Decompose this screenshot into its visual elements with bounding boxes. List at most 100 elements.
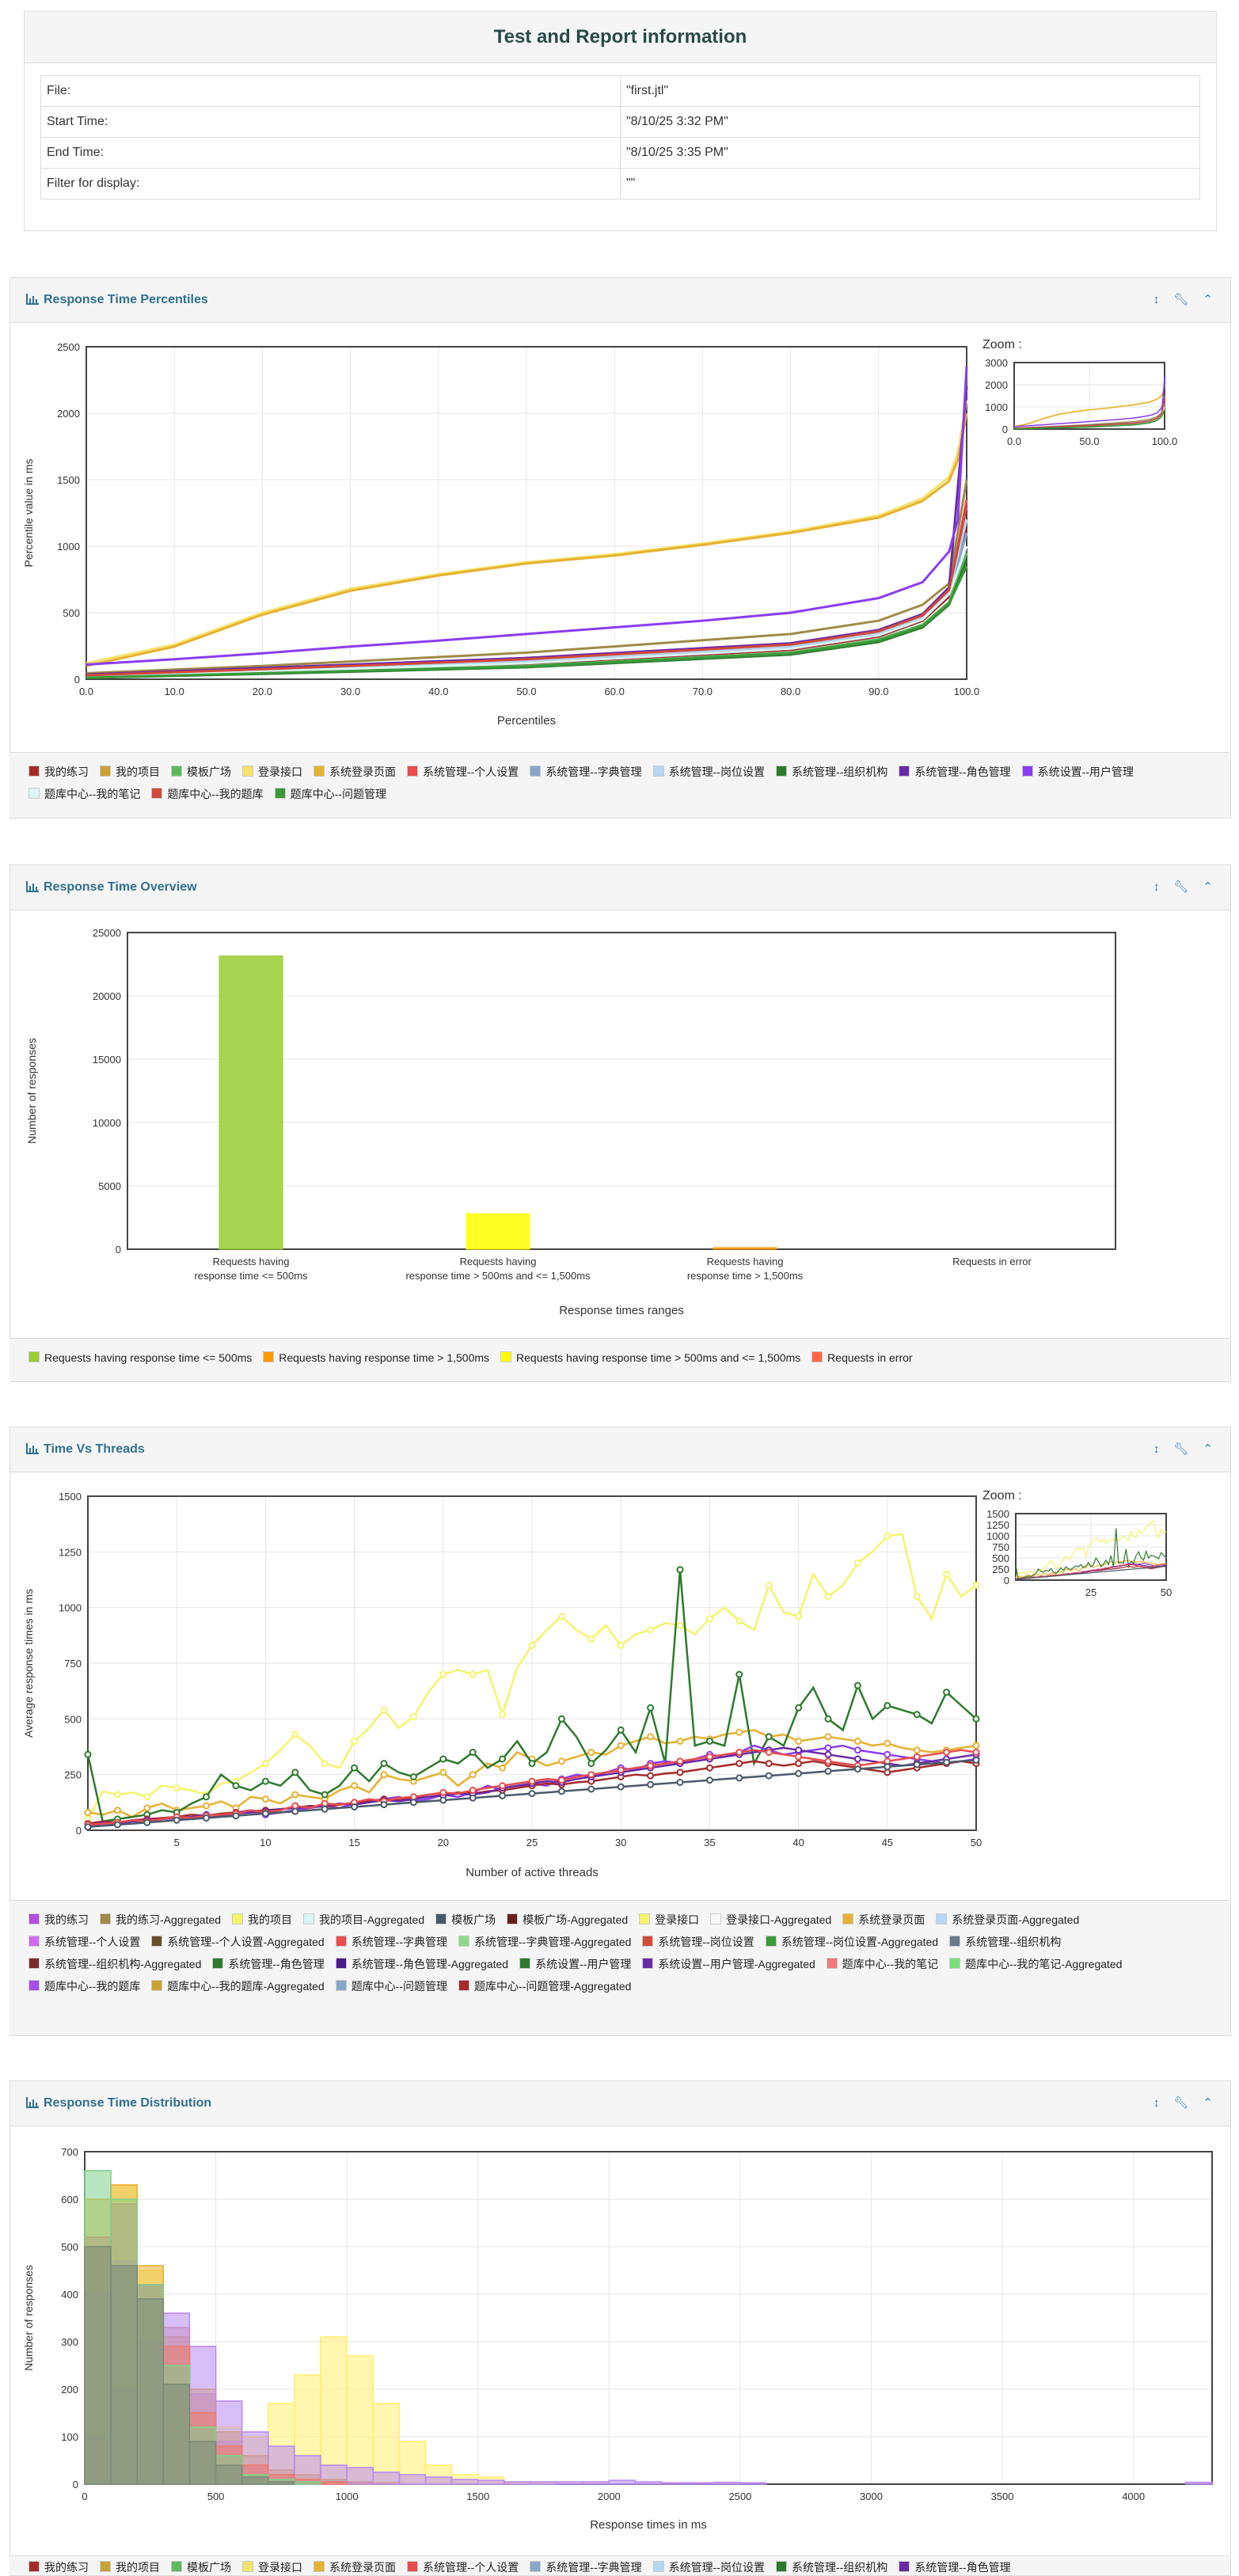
legend-item[interactable]: 系统管理--岗位设置-Aggregated [765,1934,938,1950]
legend-item[interactable]: Requests having response time > 1,500ms [263,1351,489,1364]
resize-icon[interactable]: ↕ [1153,293,1160,306]
legend-item[interactable]: 系统登录页面-Aggregated [936,1912,1079,1928]
y-tick-label: 250 [992,1563,1009,1575]
legend-item[interactable]: 系统设置--用户管理-Aggregated [642,1956,815,1972]
legend-item[interactable]: 系统管理--字典管理 [530,2559,642,2575]
legend-item[interactable]: 系统管理--角色管理 [899,764,1011,780]
legend-item[interactable]: 系统管理--岗位设置 [652,2559,765,2575]
legend-item[interactable]: 系统管理--个人设置 [406,2559,519,2575]
legend-item[interactable]: 模板广场 [435,1912,496,1928]
legend-item[interactable]: 我的练习 [29,2559,89,2575]
legend-item[interactable]: 题库中心--我的题库 [29,1978,140,1994]
legend-item[interactable]: Requests in error [811,1351,913,1364]
data-point [913,1711,921,1719]
chevron-up-icon[interactable]: ⌃ [1203,2096,1213,2110]
data-point [321,1805,329,1813]
legend-swatch [99,1913,111,1924]
legend-swatch [151,788,163,799]
data-point [557,1757,565,1765]
legend-item[interactable]: 题库中心--我的题库-Aggregated [151,1978,325,1994]
legend-item[interactable]: 我的练习 [29,764,89,780]
y-tick-label: 3000 [985,357,1008,369]
data-point [795,1753,803,1761]
legend-item[interactable]: 系统管理--个人设置 [29,1934,140,1950]
legend-item[interactable]: 我的练习 [29,1912,89,1928]
legend-item[interactable]: 系统登录页面 [313,764,396,780]
legend-item[interactable]: 登录接口 [639,1912,699,1928]
data-point [439,1670,447,1678]
legend-item[interactable]: 系统管理--角色管理-Aggregated [335,1956,508,1972]
legend-swatch [335,1936,347,1947]
resize-icon[interactable]: ↕ [1153,2096,1160,2110]
legend-item[interactable]: 系统设置--用户管理 [519,1956,631,1972]
legend-item[interactable]: Requests having response time <= 500ms [29,1351,252,1364]
legend-item[interactable]: 系统管理--角色管理 [212,1956,325,1972]
x-tick-label: 3500 [991,2491,1014,2502]
legend-item[interactable]: 我的练习-Aggregated [99,1912,221,1928]
report-info-heading: Test and Report information [25,12,1216,63]
legend-item[interactable]: 系统管理--岗位设置 [642,1934,754,1950]
percentiles-title[interactable]: Response Time Percentiles [26,293,208,309]
legend-swatch [406,2561,418,2572]
legend-item[interactable]: 系统登录页面 [842,1912,925,1928]
legend-item[interactable]: 我的项目 [99,2559,160,2575]
wrench-icon[interactable]: 🔧︎ [1173,2096,1189,2110]
legend-item[interactable]: 登录接口-Aggregated [710,1912,831,1928]
legend-item[interactable]: 系统管理--岗位设置 [652,764,765,780]
legend-item[interactable]: 题库中心--问题管理-Aggregated [458,1978,631,1994]
legend-item[interactable]: 系统设置--用户管理 [1021,764,1134,780]
legend-item[interactable]: 我的项目 [99,764,160,780]
legend-item[interactable]: 系统管理--字典管理 [530,764,642,780]
info-row: Start Time: "8/10/25 3:32 PM" [40,106,1200,138]
x-tick-label: 35 [704,1837,715,1848]
legend-label: 登录接口-Aggregated [726,1913,832,1926]
legend-item[interactable]: 题库中心--我的题库 [151,786,264,802]
legend-item[interactable]: 系统登录页面 [313,2559,396,2575]
y-tick-label: 250 [64,1769,82,1781]
chevron-up-icon[interactable]: ⌃ [1203,293,1213,306]
legend-item[interactable]: 登录接口 [241,2559,302,2575]
overview-title[interactable]: Response Time Overview [26,880,197,896]
legend-label: 系统管理--角色管理 [914,2561,1011,2574]
series-line [86,479,968,674]
legend-item[interactable]: 题库中心--我的笔记-Aggregated [949,1956,1122,1972]
legend-item[interactable]: 系统管理--组织机构-Aggregated [29,1956,201,1972]
legend-item[interactable]: 题库中心--问题管理 [335,1978,447,1994]
legend-item[interactable]: 题库中心--我的笔记 [29,786,140,802]
chevron-up-icon[interactable]: ⌃ [1203,1442,1213,1456]
wrench-icon[interactable]: 🔧︎ [1173,880,1189,894]
wrench-icon[interactable]: 🔧︎ [1173,293,1189,306]
legend-item[interactable]: 我的项目 [232,1912,292,1928]
resize-icon[interactable]: ↕ [1153,1442,1160,1456]
legend-item[interactable]: 系统管理--个人设置-Aggregated [151,1934,325,1950]
x-tick-label: 40 [792,1837,804,1848]
legend-item[interactable]: 系统管理--字典管理 [335,1934,447,1950]
data-point [735,1670,743,1678]
histogram-bar [268,2481,295,2485]
legend-item[interactable]: 题库中心--问题管理 [274,786,386,802]
legend-item[interactable]: 模板广场-Aggregated [507,1912,628,1928]
threads-title[interactable]: Time Vs Threads [26,1442,145,1458]
data-point [499,1791,507,1799]
distribution-title[interactable]: Response Time Distribution [26,2096,211,2112]
info-value: "8/10/25 3:35 PM" [620,137,1200,169]
legend-item[interactable]: 模板广场 [170,764,231,780]
legend-item[interactable]: 模板广场 [170,2559,231,2575]
legend-swatch [949,1936,961,1947]
legend-item[interactable]: 系统管理--角色管理 [899,2559,1011,2575]
legend-item[interactable]: 题库中心--我的笔记 [826,1956,938,1972]
legend-item[interactable]: 系统管理--组织机构 [775,764,887,780]
legend-swatch [263,1351,275,1362]
legend-item[interactable]: 系统管理--字典管理-Aggregated [458,1934,631,1950]
legend-item[interactable]: 系统管理--组织机构 [775,2559,887,2575]
chevron-up-icon[interactable]: ⌃ [1203,880,1213,894]
legend-item[interactable]: 系统管理--组织机构 [949,1934,1061,1950]
legend-item[interactable]: 我的项目-Aggregated [303,1912,424,1928]
legend-item[interactable]: Requests having response time > 500ms an… [500,1351,800,1364]
resize-icon[interactable]: ↕ [1153,880,1160,894]
legend-swatch [899,766,910,777]
wrench-icon[interactable]: 🔧︎ [1173,1442,1189,1456]
legend-item[interactable]: 系统管理--个人设置 [406,764,519,780]
legend-item[interactable]: 登录接口 [241,764,302,780]
data-point [617,1642,625,1649]
